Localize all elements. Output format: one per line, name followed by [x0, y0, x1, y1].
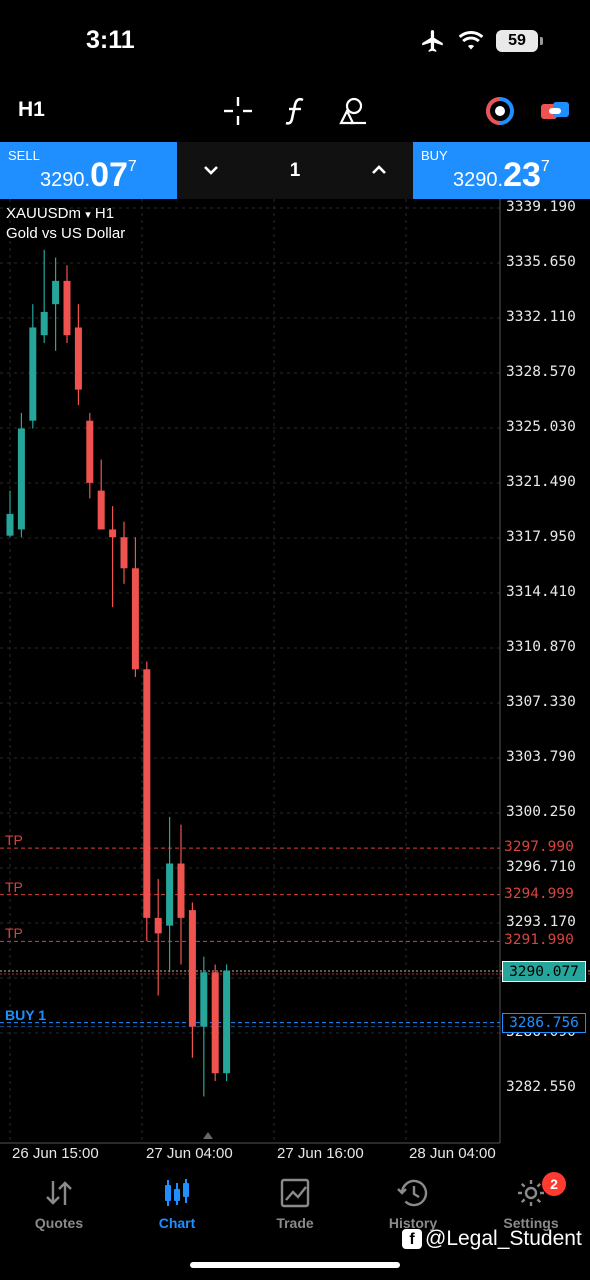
- symbol-header[interactable]: XAUUSDm ▾ H1: [6, 205, 115, 222]
- candle-body: [200, 972, 208, 1027]
- price-axis-label: 3335.650: [506, 254, 576, 270]
- price-axis-label: 3325.030: [506, 419, 576, 435]
- candle-body: [109, 529, 117, 538]
- nav-settings[interactable]: Settings 2: [472, 1172, 590, 1231]
- candle-body: [6, 513, 14, 536]
- tp-line-label: TP: [5, 878, 23, 895]
- buy-price: 3290.237: [453, 156, 550, 194]
- buy-button[interactable]: BUY 3290.237: [413, 142, 590, 199]
- candlestick-chart[interactable]: [0, 199, 590, 1170]
- one-click-trading-icon[interactable]: [538, 94, 572, 128]
- chart-color-icon[interactable]: [483, 94, 517, 128]
- price-axis-label: 3317.950: [506, 529, 576, 545]
- wifi-icon: [458, 31, 484, 50]
- chevron-down-icon[interactable]: [201, 160, 221, 180]
- chart-toolbar: H1: [0, 80, 590, 142]
- timeframe-button[interactable]: H1: [18, 98, 45, 121]
- sell-label: SELL: [8, 148, 40, 163]
- one-click-trade-panel: SELL 3290.077 1 BUY 3290.237: [0, 142, 590, 199]
- facebook-icon: f: [402, 1229, 422, 1249]
- candle-body: [188, 910, 196, 1027]
- candle-body: [143, 669, 151, 918]
- gear-icon: [518, 1180, 544, 1206]
- time-axis-label: 27 Jun 16:00: [277, 1145, 364, 1162]
- status-time: 3:11: [86, 26, 135, 54]
- sell-button[interactable]: SELL 3290.077: [0, 142, 177, 199]
- candle-body: [17, 428, 25, 530]
- candle-body: [154, 917, 162, 934]
- tp-price-label: 3297.990: [504, 839, 574, 856]
- nav-quotes[interactable]: Quotes: [0, 1176, 118, 1231]
- indicators-icon[interactable]: [279, 94, 313, 128]
- bottom-nav: Quotes Chart Trade History Settings 2: [0, 1170, 590, 1280]
- candle-body: [131, 568, 139, 670]
- price-chart[interactable]: XAUUSDm ▾ H1 Gold vs US Dollar 3339.190 3…: [0, 199, 590, 1170]
- candle-body: [86, 420, 94, 483]
- objects-icon[interactable]: [335, 94, 369, 128]
- sell-price: 3290.077: [40, 156, 137, 194]
- home-indicator: [190, 1262, 400, 1268]
- current-bar-marker: [203, 1132, 213, 1139]
- order-price-tag: 3286.756: [502, 1012, 586, 1033]
- arrows-icon: [46, 1181, 72, 1205]
- price-axis-label: 3282.550: [506, 1079, 576, 1095]
- price-axis-label: 3314.410: [506, 584, 576, 600]
- watermark: f @Legal_Student: [402, 1227, 582, 1251]
- status-bar: 3:11 59: [0, 0, 590, 80]
- candle-body: [97, 490, 105, 530]
- chevron-up-icon[interactable]: [369, 160, 389, 180]
- symbol-description: Gold vs US Dollar: [6, 225, 126, 242]
- notification-badge: 2: [542, 1172, 566, 1196]
- volume-value[interactable]: 1: [289, 160, 301, 181]
- candles-icon: [165, 1179, 189, 1206]
- nav-trade[interactable]: Trade: [236, 1176, 354, 1231]
- candle-body: [74, 327, 82, 390]
- candle-body: [211, 972, 219, 1074]
- battery-icon: 59: [496, 30, 543, 52]
- price-axis-label: 3307.330: [506, 694, 576, 710]
- time-axis-label: 27 Jun 04:00: [146, 1145, 233, 1162]
- price-axis-label: 3310.870: [506, 639, 576, 655]
- candle-body: [223, 970, 231, 1074]
- tp-price-label: 3294.999: [504, 885, 574, 902]
- history-icon: [397, 1179, 428, 1207]
- candle-body: [63, 280, 71, 336]
- candle-body: [29, 327, 37, 421]
- price-axis-label: 3296.710: [506, 859, 576, 875]
- candle-body: [40, 311, 48, 336]
- crosshair-icon[interactable]: [221, 94, 255, 128]
- candle-body: [166, 863, 174, 926]
- price-axis-label: 3328.570: [506, 364, 576, 380]
- candle-body: [177, 863, 185, 918]
- nav-history[interactable]: History: [354, 1176, 472, 1231]
- tp-line-label: TP: [5, 832, 23, 849]
- current-price-tag: 3290.077: [502, 961, 586, 983]
- trend-icon: [280, 1178, 310, 1208]
- price-axis-label: 3293.170: [506, 914, 576, 930]
- buy-label: BUY: [421, 148, 448, 163]
- price-axis-label: 3321.490: [506, 474, 576, 490]
- time-axis-label: 28 Jun 04:00: [409, 1145, 496, 1162]
- price-axis-label: 3339.190: [506, 199, 576, 215]
- airplane-icon: [422, 30, 443, 52]
- time-axis-label: 26 Jun 15:00: [12, 1145, 99, 1162]
- price-axis-label: 3303.790: [506, 749, 576, 765]
- price-axis-label: 3332.110: [506, 309, 576, 325]
- candle-body: [120, 537, 128, 569]
- candle-body: [52, 280, 60, 305]
- tp-price-label: 3291.990: [504, 932, 574, 949]
- order-line-label: BUY 1: [5, 1006, 46, 1023]
- volume-control: 1: [177, 142, 413, 199]
- nav-chart[interactable]: Chart: [118, 1176, 236, 1231]
- price-axis-label: 3300.250: [506, 804, 576, 820]
- tp-line-label: TP: [5, 925, 23, 942]
